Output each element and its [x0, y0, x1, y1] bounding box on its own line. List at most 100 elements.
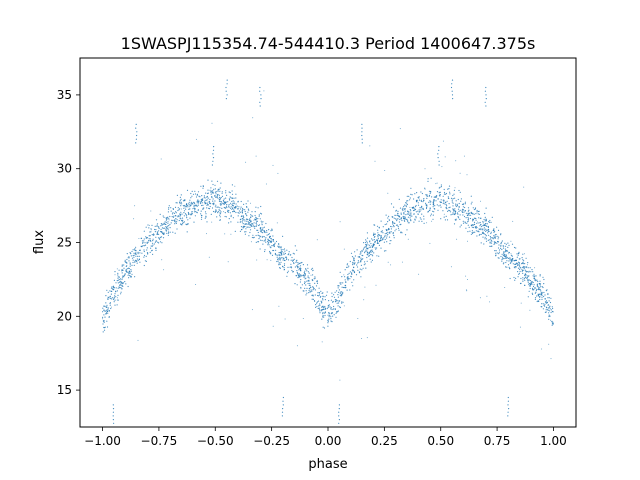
data-point [236, 208, 239, 210]
data-point [293, 253, 295, 255]
data-point [398, 215, 400, 217]
data-point [191, 190, 193, 192]
data-point [475, 213, 477, 215]
data-point [509, 259, 511, 261]
data-point [346, 266, 348, 268]
data-point [321, 292, 323, 294]
data-point [443, 213, 445, 215]
data-point [308, 289, 310, 292]
data-point [473, 217, 475, 219]
data-point [365, 267, 367, 269]
data-point [223, 198, 225, 200]
data-point [157, 241, 159, 243]
data-point [402, 215, 404, 218]
data-point [448, 209, 450, 211]
data-point [457, 213, 459, 215]
data-point [353, 262, 355, 264]
data-point [297, 262, 299, 264]
data-point [110, 287, 113, 289]
data-point [216, 216, 218, 218]
data-point [542, 303, 544, 305]
data-point [266, 259, 268, 261]
data-point [525, 271, 527, 273]
data-point [122, 269, 124, 271]
data-point [279, 259, 281, 261]
data-point [139, 261, 141, 263]
data-point [490, 238, 492, 240]
data-point [324, 312, 326, 314]
data-point [364, 261, 366, 263]
data-point [284, 252, 286, 255]
data-point [544, 298, 546, 300]
data-point [152, 238, 154, 240]
data-point [276, 222, 278, 224]
data-point [256, 229, 258, 231]
data-point [134, 260, 136, 262]
data-point [385, 214, 387, 216]
data-point [333, 294, 335, 296]
data-point [323, 308, 325, 311]
data-point [242, 226, 244, 228]
data-point [272, 325, 274, 327]
data-point [323, 306, 325, 308]
data-point [172, 212, 174, 214]
data-point [135, 253, 137, 255]
data-point [280, 261, 282, 263]
data-point [509, 277, 511, 280]
data-point [378, 240, 381, 243]
data-point [365, 245, 367, 247]
data-point [119, 280, 121, 282]
data-point [365, 243, 367, 246]
data-point [425, 207, 428, 210]
data-point [257, 218, 259, 220]
data-point [376, 247, 378, 249]
data-point [224, 201, 226, 203]
data-point [539, 288, 541, 291]
data-point [511, 259, 514, 261]
data-point [249, 231, 251, 234]
data-point [156, 223, 159, 225]
data-point [251, 211, 253, 213]
data-point [369, 244, 371, 246]
data-point [121, 265, 123, 267]
data-point [375, 248, 377, 250]
data-point [343, 248, 345, 250]
data-point [361, 123, 363, 125]
data-point [119, 284, 121, 287]
data-point [258, 238, 260, 240]
data-point [353, 279, 355, 281]
data-point [102, 323, 104, 325]
data-point [472, 212, 474, 214]
data-point [270, 259, 272, 261]
data-point [274, 242, 276, 244]
data-point [276, 260, 278, 263]
data-point [294, 245, 296, 247]
data-point [338, 285, 340, 287]
data-point [109, 290, 111, 292]
data-point [104, 310, 106, 312]
data-point [443, 201, 445, 203]
data-point [308, 292, 310, 294]
data-point [134, 276, 136, 278]
data-point [182, 219, 184, 221]
data-point [103, 329, 106, 331]
data-point [170, 210, 172, 212]
data-point [261, 239, 263, 242]
data-point [494, 250, 496, 252]
data-point [259, 105, 261, 107]
data-point [162, 237, 165, 239]
data-point [102, 311, 104, 313]
data-point [528, 283, 531, 285]
data-point [517, 254, 519, 256]
data-point [422, 201, 424, 203]
data-point [314, 276, 316, 278]
data-point [145, 260, 147, 262]
data-point [384, 170, 386, 171]
data-point [260, 235, 262, 237]
data-point [203, 195, 205, 197]
data-point [464, 210, 466, 212]
data-point [484, 216, 486, 218]
data-point [231, 197, 234, 199]
data-point [493, 235, 495, 237]
